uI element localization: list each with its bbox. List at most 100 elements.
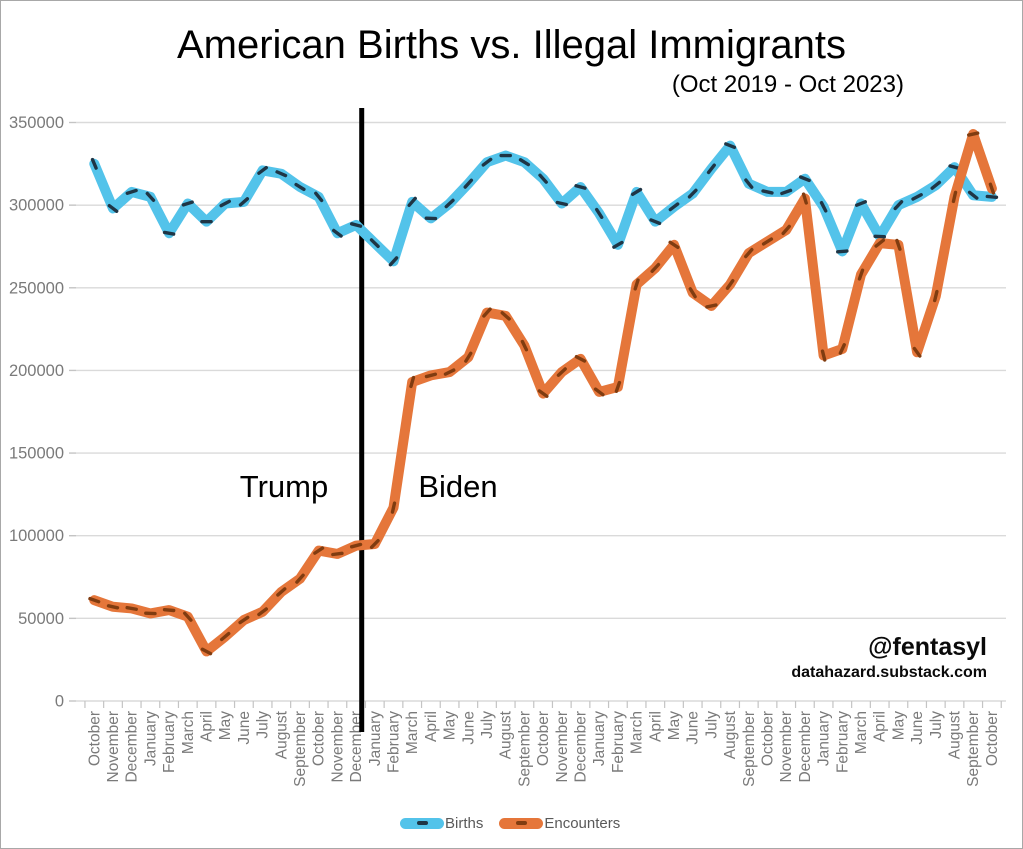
y-tick-label: 350000 xyxy=(9,114,64,132)
x-tick-label: December xyxy=(573,711,590,783)
x-tick-label: July xyxy=(479,711,496,739)
births-marker xyxy=(314,191,324,203)
x-tick-label: November xyxy=(105,711,122,783)
births-marker xyxy=(724,142,737,150)
y-tick-label: 100000 xyxy=(9,527,64,545)
encounters-marker xyxy=(988,182,996,195)
encounters-marker xyxy=(895,238,902,251)
births-marker xyxy=(948,164,961,171)
x-tick-label: September xyxy=(292,711,309,787)
encounters-marker xyxy=(464,351,473,363)
births-marker xyxy=(893,200,904,211)
x-tick-label: November xyxy=(329,711,346,783)
births-marker xyxy=(911,193,923,201)
x-tick-label: April xyxy=(199,711,216,742)
encounters-marker xyxy=(313,546,325,555)
encounters-legend-marker-icon xyxy=(515,821,527,825)
x-tick-label: April xyxy=(423,711,440,742)
x-tick-label: February xyxy=(386,711,403,773)
chart-subtitle: (Oct 2019 - Oct 2023) xyxy=(671,71,904,98)
encounters-marker xyxy=(482,307,492,318)
watermark-handle: @fentasyl xyxy=(868,633,987,661)
births-marker xyxy=(855,200,867,207)
births-marker xyxy=(162,230,176,236)
x-tick-label: December xyxy=(124,711,141,783)
births-marker xyxy=(819,201,828,213)
x-tick-label: May xyxy=(666,711,683,741)
encounters-marker xyxy=(688,287,697,299)
encounters-marker xyxy=(409,375,416,389)
encounters-marker xyxy=(349,542,363,549)
y-tick-label: 0 xyxy=(55,693,64,711)
encounters-marker xyxy=(424,372,438,379)
encounters-marker xyxy=(183,611,193,622)
x-tick-label: August xyxy=(722,710,739,759)
encounters-marker xyxy=(219,631,231,642)
births-marker xyxy=(555,200,568,207)
encounters-marker xyxy=(500,311,511,321)
births-marker xyxy=(612,240,624,249)
births-marker xyxy=(538,173,548,184)
x-tick-label: May xyxy=(890,711,907,741)
births-marker xyxy=(574,184,587,190)
encounters-marker xyxy=(257,607,268,617)
encounters-marker xyxy=(537,389,549,398)
x-tick-label: January xyxy=(591,711,608,766)
births-marker xyxy=(275,170,288,178)
births-marker xyxy=(369,238,380,249)
x-tick-label: May xyxy=(217,711,234,741)
births-marker xyxy=(407,196,417,208)
y-tick-label: 150000 xyxy=(9,445,64,463)
y-tick-label: 300000 xyxy=(9,197,64,215)
births-marker xyxy=(668,202,680,212)
x-tick-label: June xyxy=(460,711,477,745)
births-marker xyxy=(219,199,231,208)
births-marker xyxy=(687,188,698,199)
births-legend-marker-icon xyxy=(416,821,428,825)
x-tick-label: January xyxy=(367,711,384,766)
encounters-marker xyxy=(593,387,605,397)
x-tick-label: March xyxy=(180,711,197,754)
encounters-marker xyxy=(857,268,865,281)
encounters-marker xyxy=(781,224,791,236)
x-tick-label: May xyxy=(442,711,459,741)
x-tick-label: November xyxy=(778,711,795,783)
x-tick-label: October xyxy=(984,711,1001,766)
encounters-marker xyxy=(744,247,754,259)
encounters-marker xyxy=(574,355,587,363)
births-marker xyxy=(238,197,250,207)
x-tick-label: December xyxy=(797,711,814,783)
encounters-marker xyxy=(238,615,250,625)
encounters-marker xyxy=(390,501,397,514)
births-marker xyxy=(706,163,716,175)
births-marker xyxy=(444,198,455,209)
births-marker xyxy=(630,187,643,197)
births-marker xyxy=(125,188,138,195)
births-marker xyxy=(257,165,268,175)
encounters-legend-label: Encounters xyxy=(544,814,621,832)
encounters-marker xyxy=(951,190,958,204)
births-marker xyxy=(294,182,306,192)
encounters-marker xyxy=(761,237,774,246)
x-tick-label: July xyxy=(703,711,720,739)
x-tick-label: September xyxy=(741,711,758,787)
encounters-marker xyxy=(295,573,305,584)
x-tick-label: February xyxy=(610,711,627,773)
births-marker xyxy=(332,228,343,238)
encounters-marker xyxy=(933,289,939,303)
births-marker xyxy=(967,190,979,200)
births-marker xyxy=(836,249,849,254)
x-tick-label: October xyxy=(760,711,777,766)
encounters-marker xyxy=(106,604,120,610)
encounters-marker xyxy=(125,605,138,611)
encounters-marker xyxy=(912,346,922,358)
encounters-marker xyxy=(520,339,529,352)
encounters-marker xyxy=(200,647,213,656)
encounters-marker xyxy=(633,278,640,291)
x-tick-label: March xyxy=(629,711,646,754)
y-tick-label: 200000 xyxy=(9,362,64,380)
births-marker xyxy=(181,200,194,207)
births-marker xyxy=(481,157,493,167)
